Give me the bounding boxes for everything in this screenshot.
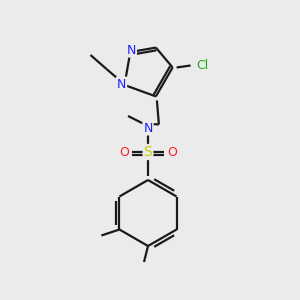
Text: Cl: Cl [196,59,209,72]
Text: N: N [143,122,153,134]
Text: N: N [127,44,136,57]
Text: O: O [167,146,177,158]
Text: S: S [144,145,152,159]
Text: O: O [119,146,129,158]
Text: N: N [117,77,126,91]
